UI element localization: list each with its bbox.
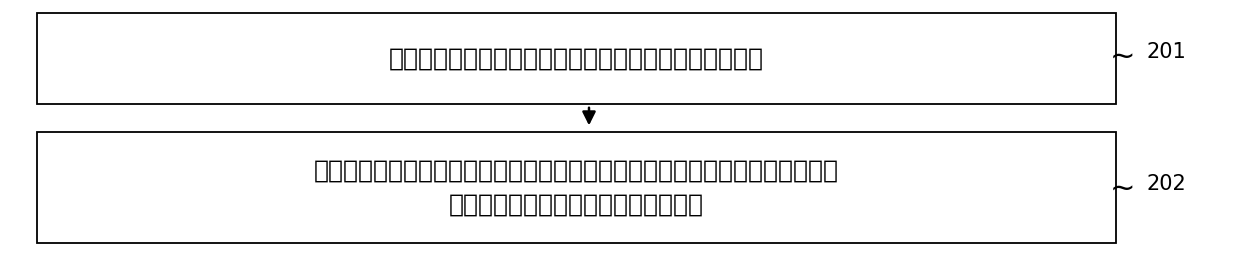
FancyBboxPatch shape bbox=[37, 13, 1116, 104]
Text: 201: 201 bbox=[1147, 42, 1187, 62]
Text: 当终端设备进行双连接时，终端设备获取第一噪声值集合: 当终端设备进行双连接时，终端设备获取第一噪声值集合 bbox=[389, 46, 764, 70]
Text: 终端设备根据第一噪声值集合，将第一噪声值集合中满足预设条件的目标噪声值: 终端设备根据第一噪声值集合，将第一噪声值集合中满足预设条件的目标噪声值 bbox=[314, 159, 839, 183]
FancyBboxPatch shape bbox=[37, 132, 1116, 243]
Text: 对应的至少一组天线确定为目标天线组: 对应的至少一组天线确定为目标天线组 bbox=[449, 193, 704, 217]
Text: ~: ~ bbox=[1110, 175, 1135, 204]
Text: 202: 202 bbox=[1147, 174, 1187, 194]
Text: ~: ~ bbox=[1110, 42, 1135, 71]
